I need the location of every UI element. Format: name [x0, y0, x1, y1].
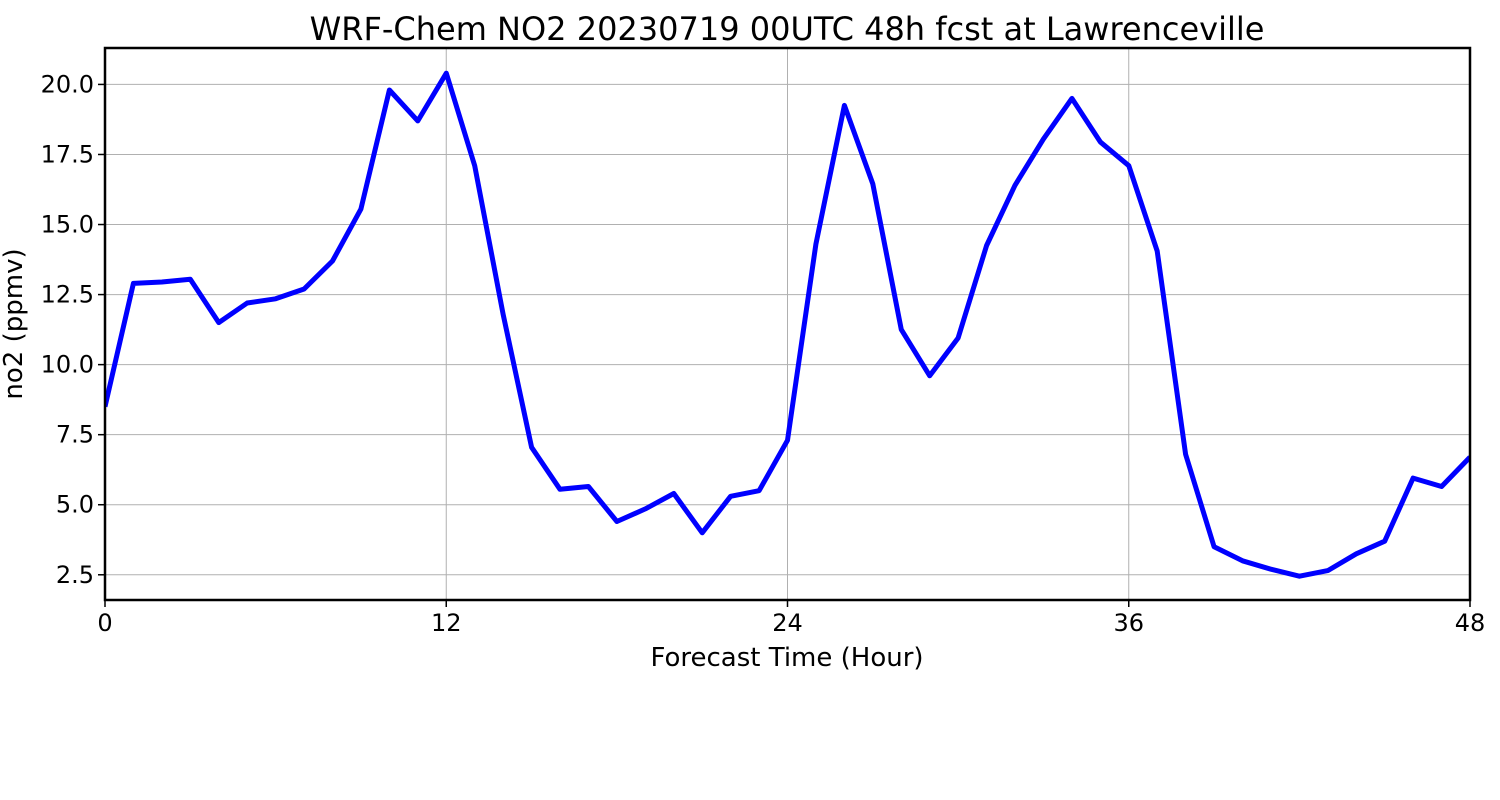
grid: [104, 48, 1471, 600]
x-tick-label: 36: [1113, 609, 1144, 637]
data-point: [1014, 184, 1016, 186]
data-point: [587, 486, 589, 487]
data-point: [218, 322, 220, 324]
data-point: [246, 302, 248, 304]
data-point: [644, 508, 646, 510]
data-point: [1099, 141, 1101, 143]
data-point: [986, 245, 988, 246]
data-point: [616, 521, 618, 522]
x-tick-label: 12: [431, 609, 462, 637]
data-point: [1327, 570, 1329, 572]
x-tick-label: 0: [97, 609, 112, 637]
data-point: [303, 288, 305, 290]
data-point: [815, 243, 817, 245]
y-tick-label: 10.0: [41, 351, 94, 379]
data-point: [730, 495, 732, 497]
data-point: [1355, 553, 1357, 555]
data-point: [275, 298, 277, 300]
data-point: [1298, 575, 1300, 577]
data-point: [957, 337, 959, 339]
data-point: [1270, 568, 1272, 570]
data-point: [1384, 540, 1386, 542]
y-tick-label: 7.5: [56, 421, 94, 449]
data-point: [445, 72, 447, 74]
data-point: [417, 120, 419, 122]
data-point: [787, 439, 788, 441]
data-point: [1185, 453, 1187, 455]
y-tick-label: 15.0: [41, 211, 94, 239]
data-point: [843, 104, 845, 106]
data-point: [929, 375, 931, 377]
chart-title: WRF-Chem NO2 20230719 00UTC 48h fcst at …: [310, 10, 1265, 48]
data-point: [701, 532, 703, 534]
data-point: [388, 89, 390, 91]
ticks: 0 12 24 36 48 2.5 5.0 7.5 10.0 12.5 15.0 17.5 20.0: [41, 70, 1486, 637]
data-point: [900, 329, 902, 331]
data-point: [673, 493, 675, 494]
data-point: [1128, 165, 1130, 167]
data-point: [1071, 97, 1073, 99]
y-axis-label: no2 (ppmv): [0, 248, 29, 399]
y-tick-label: 20.0: [41, 70, 94, 98]
data-point: [1242, 560, 1243, 562]
data-point: [1042, 138, 1044, 140]
data-point: [872, 183, 874, 185]
data-point: [502, 313, 504, 315]
x-tick-label: 24: [772, 609, 803, 637]
data-point: [1412, 477, 1414, 479]
data-point: [474, 165, 476, 167]
data-point: [132, 282, 134, 284]
y-tick-label: 17.5: [41, 140, 94, 168]
y-tick-label: 5.0: [56, 491, 94, 519]
data-point: [161, 281, 163, 283]
data-point: [189, 278, 191, 280]
data-point: [758, 490, 760, 492]
y-tick-label: 12.5: [41, 281, 94, 309]
data-point: [531, 446, 533, 448]
data-point: [1156, 250, 1158, 252]
series-layer: [104, 70, 1471, 579]
x-tick-label: 48: [1455, 609, 1486, 637]
y-tick-label: 2.5: [56, 561, 94, 589]
data-point: [360, 208, 362, 210]
data-point: [1441, 486, 1443, 487]
data-point: [559, 488, 561, 490]
data-point: [1213, 546, 1215, 548]
x-axis-label: Forecast Time (Hour): [650, 643, 923, 673]
data-point: [332, 260, 333, 262]
